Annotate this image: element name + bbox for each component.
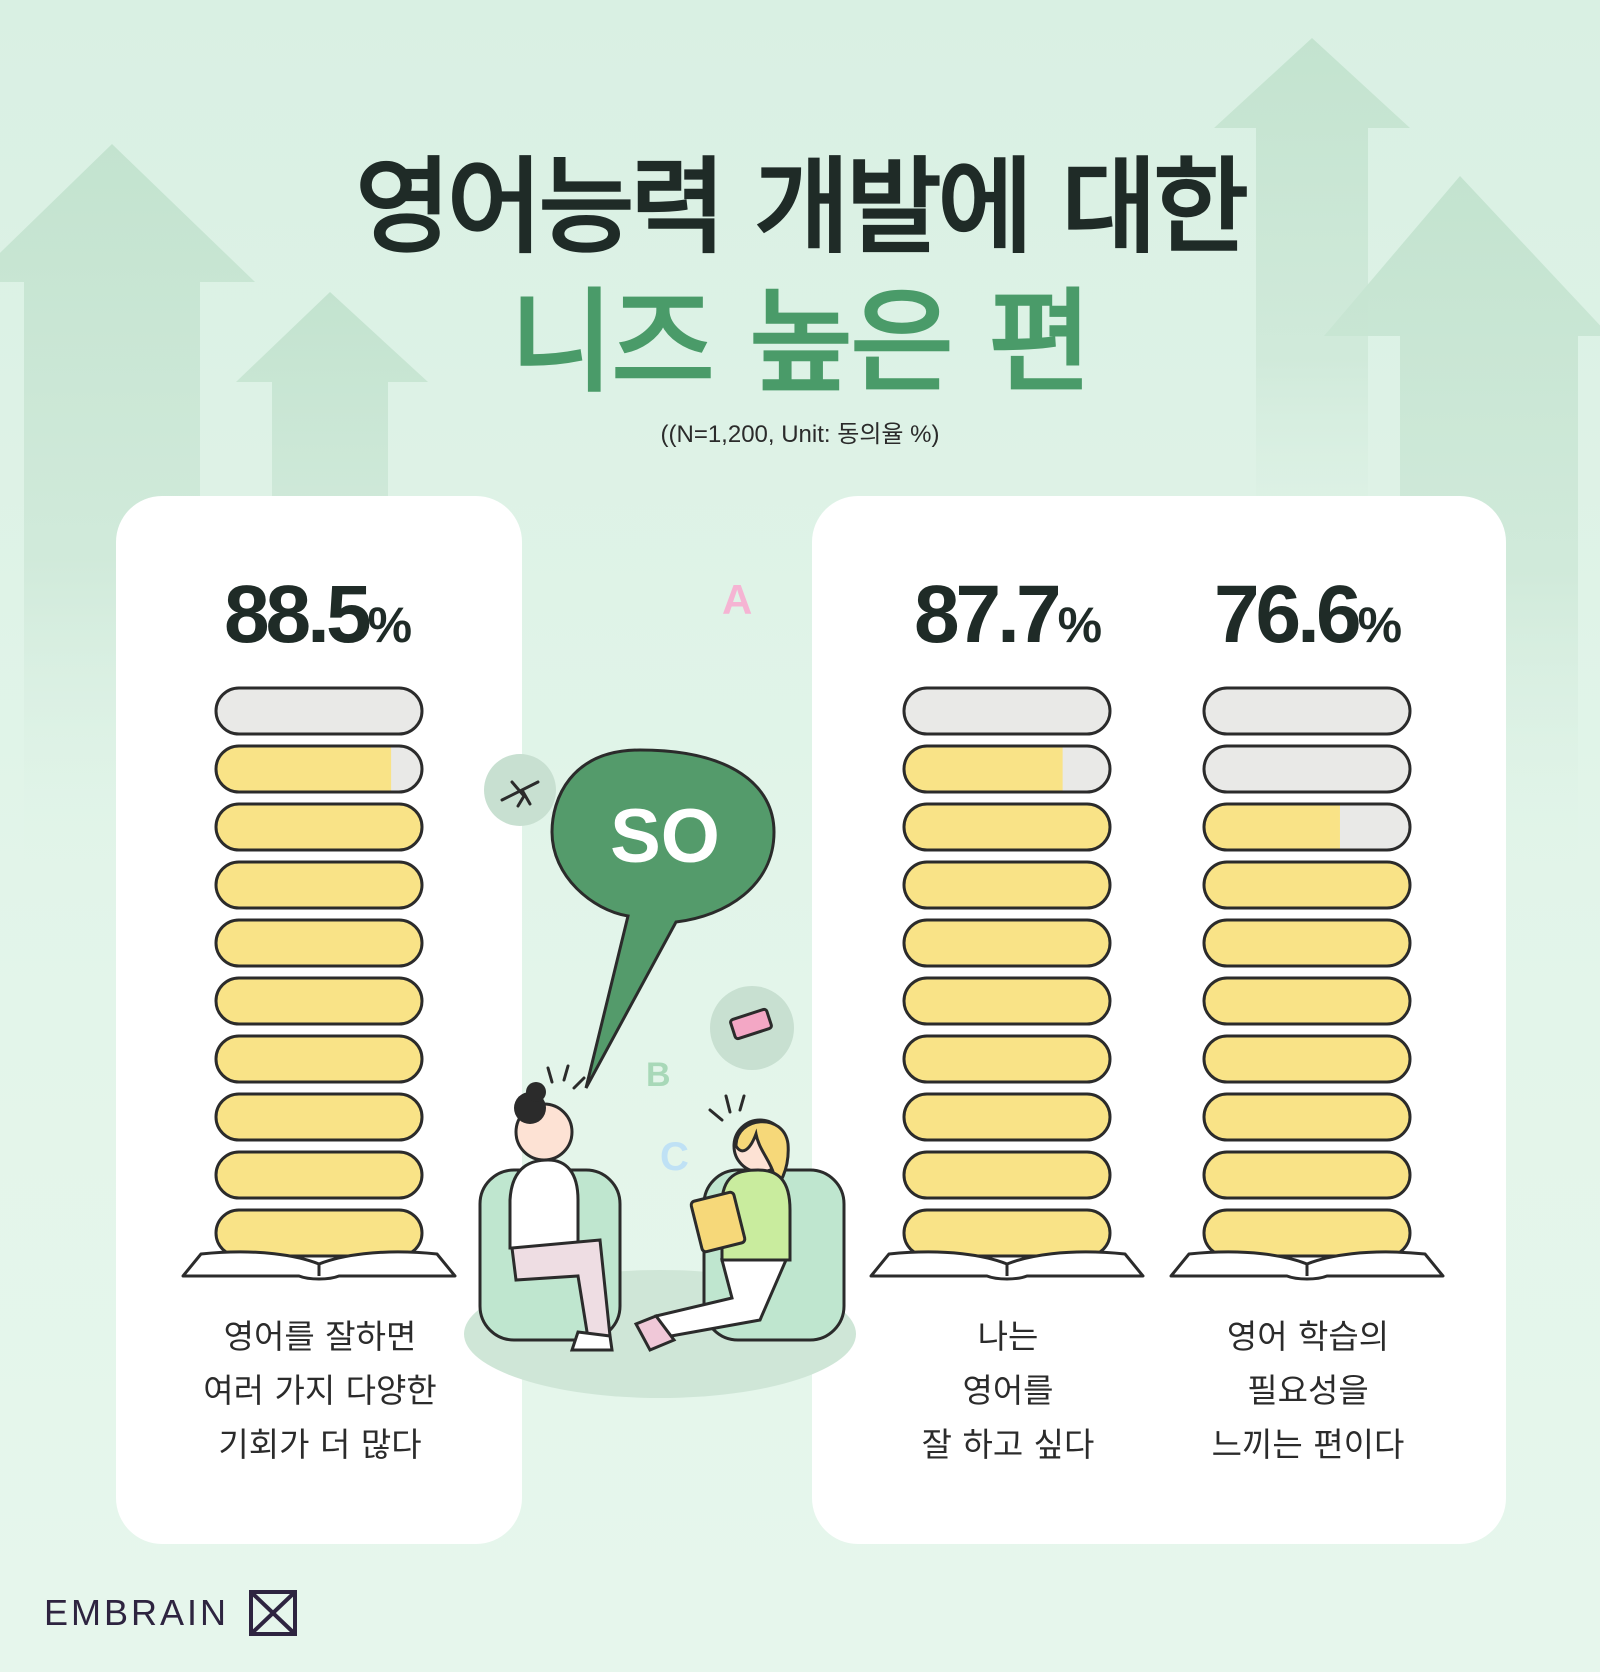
book-icon [729, 1007, 773, 1041]
arrow-shape [1214, 38, 1410, 620]
speech-bubble-text: SO [610, 794, 720, 879]
coin-fill [904, 1094, 1110, 1140]
coin-fill [1204, 1210, 1410, 1256]
coin-outline [1202, 1092, 1412, 1142]
illustration-scene: A B C SO [464, 576, 856, 1398]
coin-fill [904, 1210, 1110, 1256]
coin-outline [902, 1150, 1112, 1200]
coin-outline [214, 976, 424, 1026]
coin-outline [1202, 1208, 1412, 1258]
coin-fill [216, 1036, 422, 1082]
stack-1 [181, 686, 457, 1281]
coin-fill [216, 746, 392, 792]
coin-outline [1202, 802, 1412, 852]
value-label-2: 87.7% [913, 569, 1103, 660]
coin-fill [904, 804, 1110, 850]
coin-outline [902, 918, 1112, 968]
coin [1204, 746, 1410, 792]
category-label-2: 나는 영어를 잘 하고 싶다 [921, 1317, 1095, 1464]
coin-fill [1204, 1036, 1410, 1082]
coin-outline [214, 1208, 424, 1258]
coin-outline [902, 1092, 1112, 1142]
coin-outline [1202, 1034, 1412, 1084]
coin-outline [902, 802, 1112, 852]
coin-outline [214, 744, 424, 794]
letter-c: C [660, 1135, 689, 1179]
coin-fill [216, 1152, 422, 1198]
coin-fill [1204, 1094, 1410, 1140]
coin-outline [902, 1208, 1112, 1258]
coin-fill [904, 978, 1110, 1024]
embrain-logo-icon [249, 1590, 298, 1636]
coin-outline [214, 1150, 424, 1200]
coin-fill [216, 804, 422, 850]
coin-fill [1204, 978, 1410, 1024]
coin-fill [1204, 920, 1410, 966]
letter-b: B [646, 1056, 671, 1094]
person-right [633, 1094, 792, 1352]
coin-outline [902, 1034, 1112, 1084]
category-label-3: 영어 학습의 필요성을 느끼는 편이다 [1211, 1317, 1405, 1464]
coin [1204, 688, 1410, 734]
coin-outline [214, 1034, 424, 1084]
coin-outline [902, 686, 1112, 736]
coin-outline [214, 802, 424, 852]
value-label-1: 88.5% [223, 569, 413, 660]
coin-outline [902, 744, 1112, 794]
brand-logo: EMBRAIN [44, 1590, 298, 1636]
value-label-3: 76.6% [1213, 569, 1403, 660]
coin-outline [902, 976, 1112, 1026]
sample-note: ((N=1,200, Unit: 동의율 %) [660, 421, 940, 448]
coin-outline [214, 686, 424, 736]
coin-fill [904, 1152, 1110, 1198]
coin-fill [1204, 804, 1340, 850]
coin-outline [1202, 976, 1412, 1026]
coin-fill [1204, 1152, 1410, 1198]
coin-fill [216, 1210, 422, 1256]
coin-outline [1202, 686, 1412, 736]
stack-3 [1169, 686, 1445, 1281]
coin-outline [214, 918, 424, 968]
coin-fill [216, 978, 422, 1024]
coin-outline [1202, 918, 1412, 968]
category-label-1: 영어를 잘하면 여러 가지 다양한 기회가 더 많다 [203, 1317, 437, 1464]
brand-name: EMBRAIN [44, 1592, 230, 1633]
coin-fill [904, 920, 1110, 966]
coin-outline [902, 860, 1112, 910]
coin-outline [1202, 1150, 1412, 1200]
coin [904, 688, 1110, 734]
coin-fill [904, 1036, 1110, 1082]
coin-fill [216, 920, 422, 966]
stack-2 [869, 686, 1145, 1281]
title-line-2: 니즈 높은 편 [510, 278, 1091, 408]
coin-outline [214, 1092, 424, 1142]
coin-outline [214, 860, 424, 910]
coin-fill [1204, 862, 1410, 908]
airplane-icon [500, 780, 540, 808]
coin-outline [1202, 744, 1412, 794]
coin-fill [904, 746, 1063, 792]
coin-outline [1202, 860, 1412, 910]
coin-fill [216, 862, 422, 908]
person-left [508, 1064, 614, 1352]
title-line-1: 영어능력 개발에 대한 [355, 146, 1249, 268]
coin [216, 688, 422, 734]
speech-bubble [550, 748, 776, 1089]
coin-fill [216, 1094, 422, 1140]
coin-fill [904, 862, 1110, 908]
letter-a: A [722, 576, 752, 623]
